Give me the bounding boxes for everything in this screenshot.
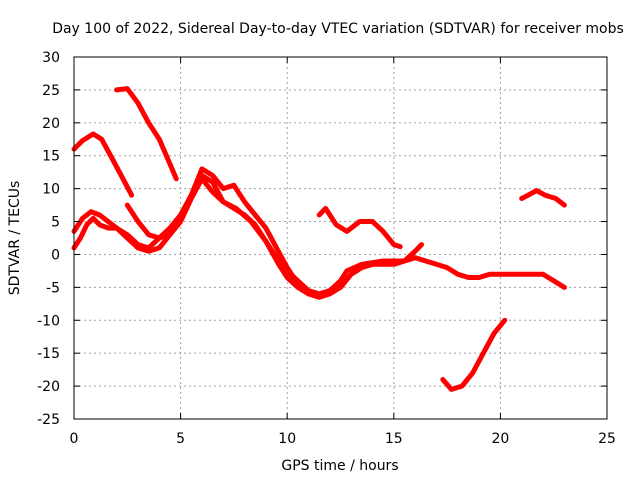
series-trace-6 xyxy=(316,205,403,250)
y-tick-label: 25 xyxy=(42,83,60,99)
plot-frame xyxy=(73,56,608,420)
y-tick-label: -10 xyxy=(37,313,60,329)
data-traces xyxy=(71,86,567,392)
y-tick-label: 10 xyxy=(42,182,60,198)
axis-ticks xyxy=(73,56,608,420)
x-tick-labels: 0 5 10 15 20 25 xyxy=(70,431,616,447)
chart-title: Day 100 of 2022, Sidereal Day-to-day VTE… xyxy=(52,21,624,37)
series-trace-8 xyxy=(440,317,508,392)
series-trace-7 xyxy=(331,242,424,294)
x-tick-label: 20 xyxy=(491,431,509,447)
series-trace-1 xyxy=(71,131,135,198)
x-tick-label: 5 xyxy=(176,431,185,447)
y-tick-label: 15 xyxy=(42,149,60,165)
series-trace-5 xyxy=(124,166,311,297)
y-tick-label: 30 xyxy=(42,50,60,66)
series-trace-9 xyxy=(519,188,567,208)
x-tick-label: 15 xyxy=(385,431,403,447)
y-tick-label: 20 xyxy=(42,116,60,132)
y-tick-label: 5 xyxy=(51,215,60,231)
y-tick-labels: -25 -20 -15 -10 -5 0 5 10 15 20 25 30 xyxy=(37,50,60,428)
x-tick-label: 25 xyxy=(598,431,616,447)
series-trace-2 xyxy=(114,86,179,182)
y-tick-label: -20 xyxy=(37,379,60,395)
x-tick-label: 0 xyxy=(70,431,79,447)
y-tick-label: -15 xyxy=(37,346,60,362)
x-axis-label: GPS time / hours xyxy=(281,458,398,474)
x-tick-label: 10 xyxy=(278,431,296,447)
y-axis-label: SDTVAR / TECUs xyxy=(7,181,23,296)
y-tick-label: -25 xyxy=(37,412,60,428)
y-tick-label: 0 xyxy=(51,247,60,263)
y-tick-label: -5 xyxy=(46,280,60,296)
